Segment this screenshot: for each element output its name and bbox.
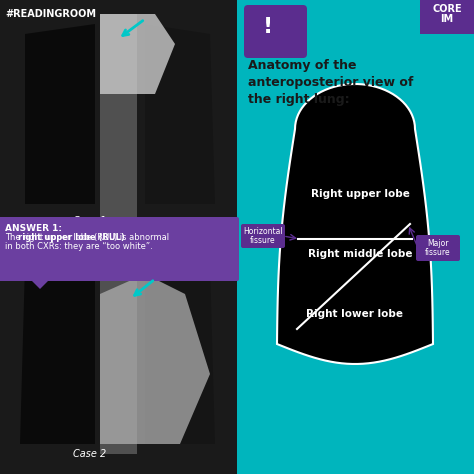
FancyBboxPatch shape [416, 235, 460, 261]
Text: !: ! [263, 17, 273, 37]
Polygon shape [145, 254, 215, 444]
Polygon shape [145, 24, 215, 204]
FancyBboxPatch shape [244, 5, 307, 58]
Text: Case 1: Case 1 [73, 216, 107, 226]
Polygon shape [30, 279, 50, 289]
FancyBboxPatch shape [280, 35, 302, 53]
Text: Anatomy of the
anteroposterior view of
the right lung:: Anatomy of the anteroposterior view of t… [248, 59, 413, 106]
Polygon shape [25, 24, 95, 204]
Text: in both CXRs: they are “too white”.: in both CXRs: they are “too white”. [5, 242, 153, 251]
Text: Horizontal
fissure: Horizontal fissure [243, 227, 283, 246]
Polygon shape [100, 14, 137, 224]
Text: Right lower lobe: Right lower lobe [307, 309, 403, 319]
Text: Major
fissure: Major fissure [425, 238, 451, 257]
Text: The right upper lobe (RUL) is abnormal: The right upper lobe (RUL) is abnormal [5, 233, 169, 242]
Text: ANSWER 1:: ANSWER 1: [5, 224, 62, 233]
Text: Case 2: Case 2 [73, 449, 107, 459]
FancyBboxPatch shape [0, 217, 239, 281]
Bar [0, 0, 237, 237]
Text: #READINGROOM: #READINGROOM [5, 9, 96, 19]
Text: Right middle lobe: Right middle lobe [308, 249, 412, 259]
Polygon shape [277, 84, 433, 364]
Polygon shape [100, 274, 210, 444]
Text: Right upper lobe: Right upper lobe [310, 189, 410, 199]
Text: CORE
IM: CORE IM [432, 4, 462, 24]
Bar [0, 0, 237, 474]
Bar [420, 0, 474, 34]
Polygon shape [100, 14, 175, 94]
Bar [0, 237, 237, 474]
FancyBboxPatch shape [241, 224, 285, 248]
Polygon shape [100, 254, 137, 454]
Polygon shape [0, 0, 237, 474]
Polygon shape [20, 254, 95, 444]
Text: right upper lobe (RUL): right upper lobe (RUL) [18, 233, 125, 242]
Bar [237, 0, 474, 474]
